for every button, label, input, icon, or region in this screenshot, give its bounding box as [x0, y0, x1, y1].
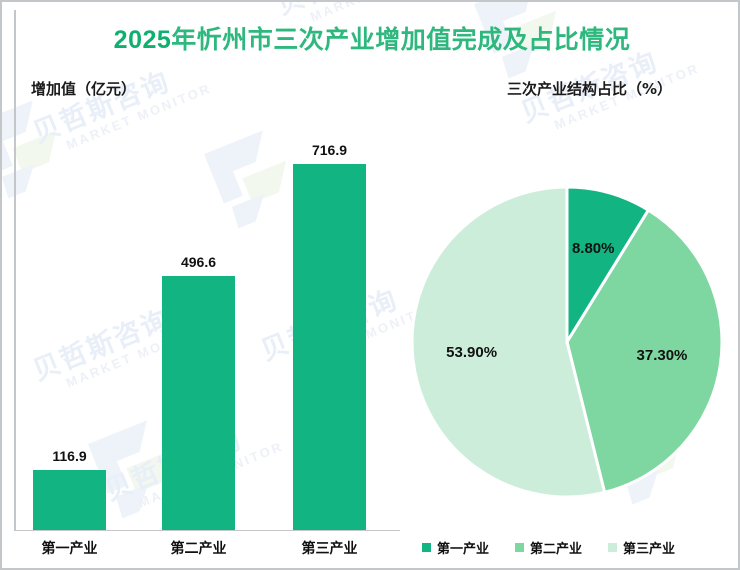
bar-chart: 116.9 496.6 716.9 第一产业 第二产业 第三产业 [2, 2, 402, 568]
bar-value-label: 496.6 [180, 254, 217, 270]
bar-value-label: 716.9 [311, 142, 348, 158]
legend-label: 第二产业 [530, 542, 583, 557]
bar-first-industry[interactable] [33, 470, 106, 530]
legend-swatch-icon [422, 543, 431, 552]
legend-item-second-industry[interactable]: 第二产业 [515, 538, 582, 557]
pie-slice-label-first-industry: 8.80% [571, 239, 615, 257]
legend-swatch-icon [515, 543, 525, 552]
legend-item-first-industry[interactable]: 第一产业 [422, 538, 489, 557]
y-axis-line [14, 10, 16, 531]
legend: 第一产业 第二产业 第三产业 [422, 538, 675, 557]
pie-chart-svg [410, 185, 724, 499]
pie-slice[interactable] [410, 185, 607, 499]
legend-swatch-icon [608, 543, 618, 552]
x-axis-line [14, 530, 400, 531]
legend-item-third-industry[interactable]: 第三产业 [608, 538, 675, 557]
chart-title-text: 年忻州市三次产业增加值完成及占比情况 [171, 25, 631, 54]
pie-chart-axis-title: 三次产业结构占比（%） [507, 80, 673, 98]
bar-third-industry[interactable] [293, 164, 366, 530]
chart-title-year: 2025 [113, 26, 172, 54]
x-axis-category-label: 第一产业 [41, 541, 98, 557]
bar-chart-axis-title: 增加值（亿元） [31, 80, 137, 98]
pie-slice-label-second-industry: 37.30% [636, 346, 688, 364]
watermark-text: 贝哲斯咨询 MARKET MONITOR [602, 2, 738, 10]
bar-value-label: 116.9 [52, 448, 87, 464]
x-axis-category-label: 第三产业 [301, 541, 358, 557]
chart-title: 2025年忻州市三次产业增加值完成及占比情况 [2, 20, 738, 56]
legend-label: 第一产业 [437, 542, 490, 557]
bar-second-industry[interactable] [162, 276, 235, 530]
x-axis-category-label: 第二产业 [170, 541, 227, 557]
pie-slice-label-third-industry: 53.90% [446, 343, 498, 361]
legend-label: 第三产业 [623, 542, 676, 557]
pie-slice[interactable] [565, 185, 651, 348]
pie-chart: 8.80% 37.30% 53.90% [392, 152, 738, 532]
